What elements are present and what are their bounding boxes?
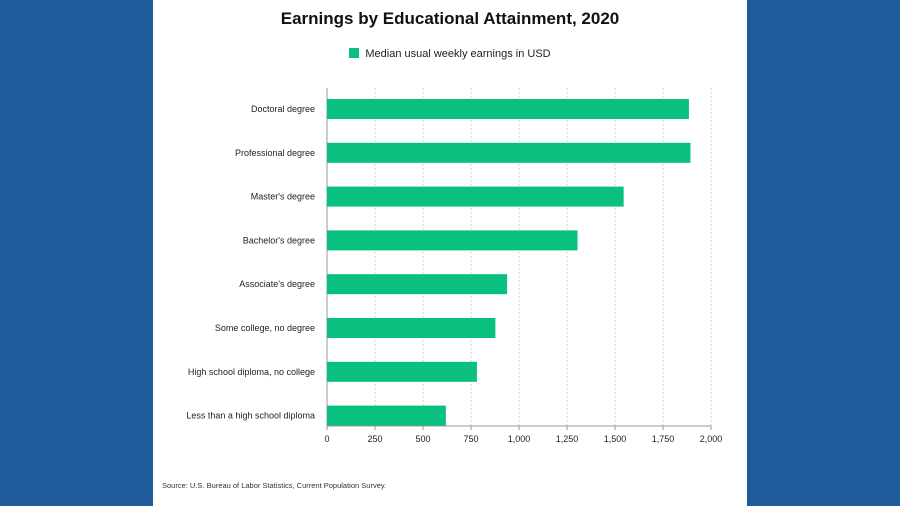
category-label-4: Bachelor's degree — [243, 235, 315, 245]
x-tick-label-1000: 1,000 — [508, 434, 531, 444]
bar-4 — [327, 230, 578, 251]
bar-7 — [327, 361, 477, 382]
category-label-1: Doctoral degree — [251, 104, 315, 114]
x-tick-label-2000: 2,000 — [700, 434, 723, 444]
bar-6 — [327, 318, 496, 338]
category-label-6: Some college, no degree — [215, 323, 315, 333]
legend-swatch — [349, 48, 360, 58]
slide: Earnings by Educational Attainment, 2020… — [153, 0, 747, 506]
category-label-2: Professional degree — [235, 148, 315, 158]
source-note: Source: U.S. Bureau of Labor Statistics,… — [162, 481, 387, 490]
bar-chart: 0 250 500 750 1,000 1,250 1,500 1,750 2,000 Docto… — [186, 88, 723, 444]
bar-8 — [327, 405, 446, 426]
bar-3 — [327, 186, 624, 207]
bar-1 — [327, 99, 689, 119]
x-tick-label-500: 500 — [415, 434, 430, 444]
x-tick-label-1250: 1,250 — [556, 434, 579, 444]
x-tick-label-1750: 1,750 — [652, 434, 675, 444]
x-tick-label-0: 0 — [324, 434, 329, 444]
bar-5 — [327, 274, 508, 295]
category-label-3: Master's degree — [251, 192, 315, 202]
bar-2 — [327, 142, 691, 163]
category-label-5: Associate's degree — [239, 279, 315, 289]
legend: Median usual weekly earnings in USD — [153, 48, 747, 60]
category-label-8: Less than a high school diploma — [186, 411, 315, 421]
category-label-7: High school diploma, no college — [188, 367, 315, 377]
x-tick-label-250: 250 — [367, 434, 382, 444]
x-tick-label-1500: 1,500 — [604, 434, 627, 444]
legend-label: Median usual weekly earnings in USD — [365, 48, 551, 60]
chart-title: Earnings by Educational Attainment, 2020 — [280, 9, 620, 28]
x-tick-label-750: 750 — [463, 434, 478, 444]
